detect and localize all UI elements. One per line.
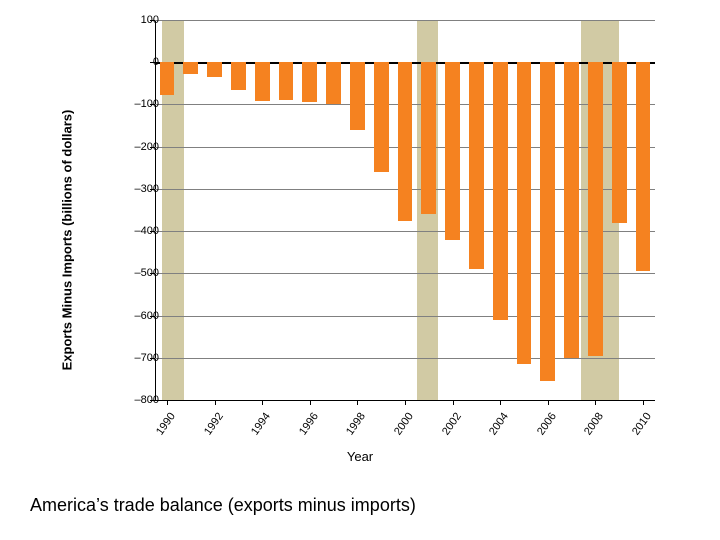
gridline [155,273,655,274]
y-tick-label: –700 [135,352,159,364]
y-tick-label: –800 [135,394,159,406]
bar [469,62,484,269]
x-tick-mark [215,400,216,405]
y-axis-label: Exports Minus Imports (billions of dolla… [60,110,75,371]
gridline [155,20,655,21]
x-tick-label: 2008 [574,411,607,451]
x-tick-mark [500,400,501,405]
bar [564,62,579,358]
x-tick-mark [310,400,311,405]
y-tick-label: 100 [141,14,159,26]
bar [374,62,389,172]
x-tick-mark [548,400,549,405]
y-tick-label: –500 [135,267,159,279]
y-tick-label: 0 [153,56,159,68]
bar [493,62,508,320]
x-tick-label: 1996 [288,411,321,451]
page-root: Exports Minus Imports (billions of dolla… [0,0,720,540]
gridline [155,316,655,317]
x-tick-label: 2010 [621,411,654,451]
y-tick-label: –300 [135,183,159,195]
y-tick-label: –400 [135,225,159,237]
bar [540,62,555,381]
x-tick-label: 2004 [478,411,511,451]
bar [421,62,436,214]
trade-balance-chart: Exports Minus Imports (billions of dolla… [55,10,665,470]
y-tick-label: –600 [135,310,159,322]
x-tick-label: 1998 [336,411,369,451]
bar [636,62,651,271]
x-tick-label: 1990 [145,411,178,451]
y-tick-label: –100 [135,98,159,110]
chart-caption: America’s trade balance (exports minus i… [30,495,416,516]
bar [612,62,627,222]
plot-area [155,20,655,400]
y-tick-label: –200 [135,141,159,153]
x-tick-label: 2002 [431,411,464,451]
bar [398,62,413,220]
bar [445,62,460,239]
bar [255,62,270,101]
bar [160,62,175,95]
bar [326,62,341,104]
x-tick-mark [453,400,454,405]
x-tick-label: 2000 [383,411,416,451]
x-tick-mark [357,400,358,405]
bar [517,62,532,364]
x-tick-label: 2006 [526,411,559,451]
bar [183,62,198,74]
gridline [155,358,655,359]
bar [279,62,294,100]
x-tick-mark [595,400,596,405]
bar [302,62,317,102]
x-tick-label: 1994 [240,411,273,451]
x-tick-mark [643,400,644,405]
bar [231,62,246,89]
bar [588,62,603,355]
gridline [155,231,655,232]
bar [207,62,222,77]
x-tick-mark [405,400,406,405]
x-tick-mark [262,400,263,405]
x-tick-mark [167,400,168,405]
plot-border-left [155,20,156,400]
bar [350,62,365,130]
x-axis-label: Year [347,449,373,464]
x-tick-label: 1992 [193,411,226,451]
